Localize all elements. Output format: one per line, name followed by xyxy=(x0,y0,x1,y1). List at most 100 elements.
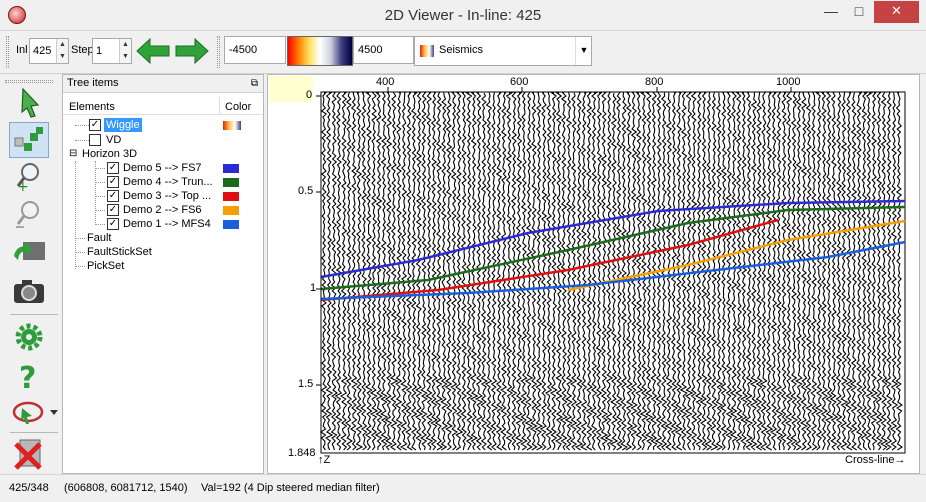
zoom-out-icon[interactable] xyxy=(10,198,48,232)
close-button[interactable]: ✕ xyxy=(874,1,919,23)
vd-label[interactable]: VD xyxy=(106,134,122,146)
wiggle-trace xyxy=(369,92,379,451)
tree-item-faultstickset[interactable]: FaultStickSet xyxy=(75,245,255,259)
tree-item-horizon[interactable]: ✓ Demo 2 --> FS6 xyxy=(95,203,261,217)
help-icon[interactable]: ? xyxy=(10,358,48,392)
chevron-down-icon[interactable]: ▼ xyxy=(575,37,592,65)
color-column-header[interactable]: Color xyxy=(225,101,252,113)
spin-up-icon[interactable]: ▲ xyxy=(120,39,131,51)
wiggle-trace xyxy=(434,92,444,451)
horizon-lines xyxy=(320,199,906,302)
wiggle-trace xyxy=(455,92,464,451)
wiggle-trace xyxy=(440,92,449,451)
horizon-color-swatch[interactable] xyxy=(223,220,239,229)
wiggle-trace xyxy=(604,92,614,451)
wiggle-checkbox[interactable]: ✓ xyxy=(89,119,101,131)
colorbar[interactable] xyxy=(287,36,353,66)
wiggle-trace xyxy=(829,92,839,451)
elements-column-header[interactable]: Elements xyxy=(69,101,115,113)
horizon-checkbox[interactable]: ✓ xyxy=(107,190,119,202)
wiggle-trace xyxy=(844,92,853,451)
draw-tool-icon[interactable] xyxy=(8,396,62,430)
toolbar-grip[interactable] xyxy=(6,36,9,68)
horizon-color-swatch[interactable] xyxy=(223,164,239,173)
minimize-button[interactable]: — xyxy=(824,3,838,19)
zoom-in-icon[interactable]: + xyxy=(10,160,48,194)
inline-spinbox[interactable]: ▲▼ xyxy=(29,38,69,64)
wiggle-trace xyxy=(569,92,578,451)
wiggle-trace xyxy=(740,92,748,451)
previous-arrow-icon[interactable] xyxy=(136,38,170,64)
horizon-label[interactable]: Demo 5 --> FS7 xyxy=(123,162,202,174)
vd-checkbox[interactable] xyxy=(89,134,101,146)
wiggle-trace xyxy=(670,92,679,451)
horizon-checkbox[interactable]: ✓ xyxy=(107,218,119,230)
wiggle-color-swatch[interactable] xyxy=(223,121,241,130)
horizon-checkbox[interactable]: ✓ xyxy=(107,162,119,174)
horizon-color-swatch[interactable] xyxy=(223,178,239,187)
range-max-field[interactable]: 4500 xyxy=(353,36,414,64)
wiggle-trace xyxy=(539,92,548,451)
horizon-color-swatch[interactable] xyxy=(223,192,239,201)
horizon-label[interactable]: Demo 3 --> Top ... xyxy=(123,190,212,202)
tree-item-pickset[interactable]: PickSet xyxy=(75,259,255,273)
horizon-color-swatch[interactable] xyxy=(223,206,239,215)
tree-item-horizon[interactable]: ✓ Demo 3 --> Top ... xyxy=(95,189,261,203)
pickset-label[interactable]: PickSet xyxy=(87,260,125,272)
wiggle-trace xyxy=(645,92,654,451)
wiggle-trace xyxy=(774,92,784,451)
camera-icon[interactable] xyxy=(10,274,48,308)
seismic-canvas[interactable] xyxy=(268,75,919,473)
wiggle-trace xyxy=(690,92,698,451)
wiggle-trace xyxy=(875,92,883,451)
horizon-checkbox[interactable]: ✓ xyxy=(107,204,119,216)
view-mode-button[interactable] xyxy=(9,122,49,158)
toolbar-grip[interactable] xyxy=(5,80,53,83)
wiggle-trace xyxy=(609,92,619,451)
toolbar-grip[interactable] xyxy=(217,36,220,68)
spin-up-icon[interactable]: ▲ xyxy=(57,39,68,51)
spin-down-icon[interactable]: ▼ xyxy=(57,51,68,63)
wiggle-trace xyxy=(364,92,373,451)
wiggle-trace xyxy=(534,92,544,451)
collapse-icon[interactable]: ⊟ xyxy=(69,148,78,159)
settings-gear-icon[interactable] xyxy=(10,320,48,354)
spin-down-icon[interactable]: ▼ xyxy=(120,51,131,63)
colortable-select[interactable]: Seismics ▼ xyxy=(414,36,592,66)
wiggle-trace xyxy=(620,92,628,451)
faultstickset-label[interactable]: FaultStickSet xyxy=(87,246,152,258)
maximize-button[interactable]: □ xyxy=(854,3,864,19)
tree-item-horizon[interactable]: ✓ Demo 1 --> MFS4 xyxy=(95,217,261,231)
tree-item-vd[interactable]: VD xyxy=(73,133,261,147)
next-arrow-icon[interactable] xyxy=(175,38,209,64)
tree-item-fault[interactable]: Fault xyxy=(75,231,255,245)
range-min-field[interactable]: -4500 xyxy=(224,36,286,64)
tree-item-horizon3d[interactable]: ⊟ Horizon 3D xyxy=(69,147,257,161)
horizon3d-label[interactable]: Horizon 3D xyxy=(82,148,138,160)
horizon-label[interactable]: Demo 1 --> MFS4 xyxy=(123,218,211,230)
corner-info-box xyxy=(269,76,313,102)
tree-item-horizon[interactable]: ✓ Demo 5 --> FS7 xyxy=(95,161,261,175)
seismic-viewer[interactable]: 400 600 800 1000 0 0.5 1 1.5 1.848 ↑Z Cr… xyxy=(267,74,920,474)
status-bar: 425/348 (606808, 6081712, 1540) Val=192 … xyxy=(0,474,926,502)
wiggle-label[interactable]: Wiggle xyxy=(104,118,142,132)
x-tick-label: 600 xyxy=(510,76,529,88)
wiggle-trace xyxy=(860,92,868,451)
fault-label[interactable]: Fault xyxy=(87,232,112,244)
undock-icon[interactable]: ⧉ xyxy=(250,78,258,89)
tree-item-horizon[interactable]: ✓ Demo 4 --> Trun... xyxy=(95,175,261,189)
tree-item-wiggle[interactable]: ✓ Wiggle xyxy=(73,118,261,132)
y-tick-label: 1 xyxy=(310,282,317,294)
horizon-checkbox[interactable]: ✓ xyxy=(107,176,119,188)
divider xyxy=(10,432,58,433)
wiggle-trace xyxy=(444,92,453,451)
pointer-arrow-icon[interactable] xyxy=(10,86,48,120)
horizon-label[interactable]: Demo 4 --> Trun... xyxy=(123,176,213,188)
wiggle-trace xyxy=(880,92,889,451)
clear-trash-icon[interactable] xyxy=(10,436,48,470)
step-spinbox[interactable]: ▲▼ xyxy=(92,38,132,64)
horizon-label[interactable]: Demo 2 --> FS6 xyxy=(123,204,202,216)
wiggle-trace xyxy=(389,92,399,451)
crossline-axis-label: Cross-line→ xyxy=(845,454,906,466)
view-all-icon[interactable] xyxy=(10,236,48,270)
